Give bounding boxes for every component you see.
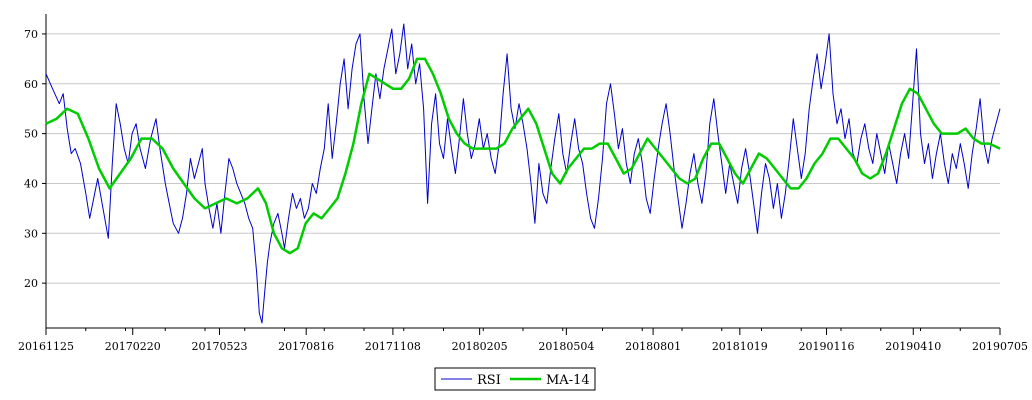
x-tick-label-20180801: 20180801: [625, 340, 681, 353]
y-tick-label-50: 50: [24, 128, 38, 141]
y-tick-label-20: 20: [24, 277, 38, 290]
y-tick-label-40: 40: [24, 177, 38, 190]
legend-label-rsi: RSI: [477, 373, 501, 388]
x-tick-label-20181019: 20181019: [712, 340, 768, 353]
x-tick-label-20170220: 20170220: [105, 340, 161, 353]
series-layer: [45, 23, 1001, 324]
x-axis-ticks: 20161125 20170220 20170523 20170816 20171108…: [18, 328, 1028, 353]
grid-lines: [46, 33, 1000, 284]
x-tick-label-20170816: 20170816: [278, 340, 334, 353]
series-line-rsi: [45, 23, 1001, 324]
legend: RSI MA-14: [434, 367, 596, 391]
x-tick-label-20170523: 20170523: [191, 340, 247, 353]
legend-label-ma14: MA-14: [546, 373, 590, 388]
y-tick-label-60: 60: [24, 78, 38, 91]
x-tick-label-20180504: 20180504: [538, 340, 594, 353]
y-axis-ticks: 20 30 40 50 60 70: [24, 28, 46, 290]
x-tick-label-20190116: 20190116: [799, 340, 855, 353]
y-tick-label-70: 70: [24, 28, 38, 41]
x-tick-label-20190410: 20190410: [885, 340, 941, 353]
x-tick-label-20161125: 20161125: [18, 340, 74, 353]
x-tick-label-20190705: 20190705: [972, 340, 1028, 353]
y-tick-label-30: 30: [24, 227, 38, 240]
series-line-ma14: [45, 57, 1001, 255]
x-tick-label-20180205: 20180205: [452, 340, 508, 353]
x-tick-label-20171108: 20171108: [365, 340, 421, 353]
